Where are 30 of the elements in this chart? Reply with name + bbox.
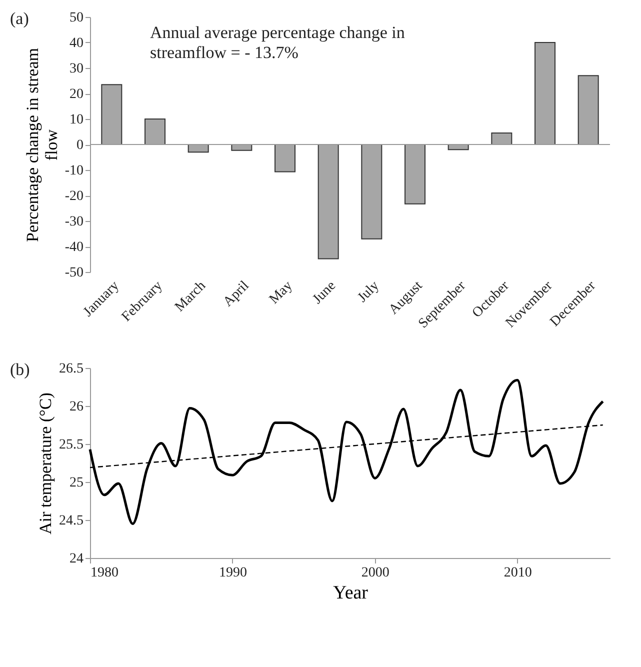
y-tick-label: 40 <box>70 36 84 51</box>
x-tick-label: July <box>355 278 382 306</box>
y-tick-label: -30 <box>64 214 84 230</box>
y-tick-label: -40 <box>64 240 84 255</box>
y-tick-label: 30 <box>70 62 84 76</box>
x-tick-label: June <box>310 278 339 308</box>
annotation: Annual average percentage change in streamflow = - 13.7% <box>150 23 406 62</box>
y-tick-label: -20 <box>64 189 84 204</box>
y-tick-label: 10 <box>70 112 84 128</box>
y-tick-label: 26 <box>70 400 84 414</box>
y-tick-label: 24.5 <box>59 514 84 528</box>
y-axis-title: Air temperature (°C) <box>36 392 55 534</box>
y-tick-label: 20 <box>70 87 84 102</box>
y-tick-label: 50 <box>70 10 84 26</box>
text: (b) <box>10 360 30 379</box>
y-tick-label: 24 <box>70 552 84 566</box>
y-tick-label: 26.5 <box>59 362 84 376</box>
x-axis-title: Year <box>332 582 369 604</box>
y-tick-label: 25.5 <box>59 438 84 452</box>
y-tick-label: 25 <box>70 476 84 490</box>
x-tick-label: 2000 <box>361 566 390 580</box>
y-axis-title: Percentage change in stream flow <box>22 48 61 242</box>
x-tick-label: 2010 <box>504 566 532 580</box>
text: (a) <box>10 9 29 28</box>
x-tick-label: 1990 <box>218 566 247 580</box>
x-tick-label: May <box>266 278 296 308</box>
y-tick-label: -50 <box>64 266 84 280</box>
y-tick-label: -10 <box>64 164 84 178</box>
x-tick-label: 1980 <box>90 566 118 580</box>
y-tick-label: 0 <box>76 138 84 153</box>
